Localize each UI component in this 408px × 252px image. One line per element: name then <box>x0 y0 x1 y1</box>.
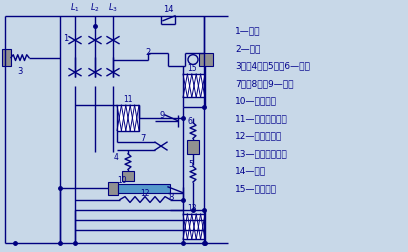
Text: 15—分励线圈: 15—分励线圈 <box>235 183 277 192</box>
Text: 1: 1 <box>63 34 68 43</box>
Text: 12—加热电阰丝: 12—加热电阰丝 <box>235 131 282 140</box>
Text: 7: 7 <box>140 133 145 142</box>
Text: 12: 12 <box>140 188 150 197</box>
Text: 1—触头: 1—触头 <box>235 26 260 36</box>
Text: 14: 14 <box>163 5 173 14</box>
Bar <box>122 172 134 181</box>
Text: 2: 2 <box>145 47 151 56</box>
Text: 13: 13 <box>187 203 197 212</box>
Text: 6: 6 <box>188 117 193 126</box>
Text: 13—失压脱扣线圈: 13—失压脱扣线圈 <box>235 148 288 158</box>
Text: 10—双金属片: 10—双金属片 <box>235 96 277 105</box>
Text: 3: 3 <box>17 67 23 76</box>
Bar <box>117 106 139 131</box>
Text: $L_1$: $L_1$ <box>70 2 80 14</box>
Text: 15: 15 <box>187 64 197 73</box>
Text: 14—按鈕: 14—按鈕 <box>235 166 266 175</box>
Bar <box>118 184 170 193</box>
Text: 11: 11 <box>123 95 133 104</box>
Bar <box>183 214 205 239</box>
Text: $L_2$: $L_2$ <box>90 2 100 14</box>
Bar <box>108 182 118 195</box>
Text: 9: 9 <box>160 111 165 120</box>
Text: 11—过流脱扣线圈: 11—过流脱扣线圈 <box>235 114 288 122</box>
Text: 4: 4 <box>113 152 118 161</box>
Text: $L_3$: $L_3$ <box>108 2 118 14</box>
Text: 10: 10 <box>117 175 126 184</box>
Bar <box>183 75 205 98</box>
Text: 2—搭钩: 2—搭钩 <box>235 44 260 53</box>
Text: 5: 5 <box>188 160 193 168</box>
Text: 8: 8 <box>168 192 173 201</box>
Text: 7、。8、。9—衬鐵: 7、。8、。9—衬鐵 <box>235 79 293 88</box>
Bar <box>187 141 199 154</box>
Bar <box>2 50 11 67</box>
Bar <box>199 53 213 67</box>
Text: 3、。4、。5、。6—弹簧: 3、。4、。5、。6—弹簧 <box>235 61 310 70</box>
